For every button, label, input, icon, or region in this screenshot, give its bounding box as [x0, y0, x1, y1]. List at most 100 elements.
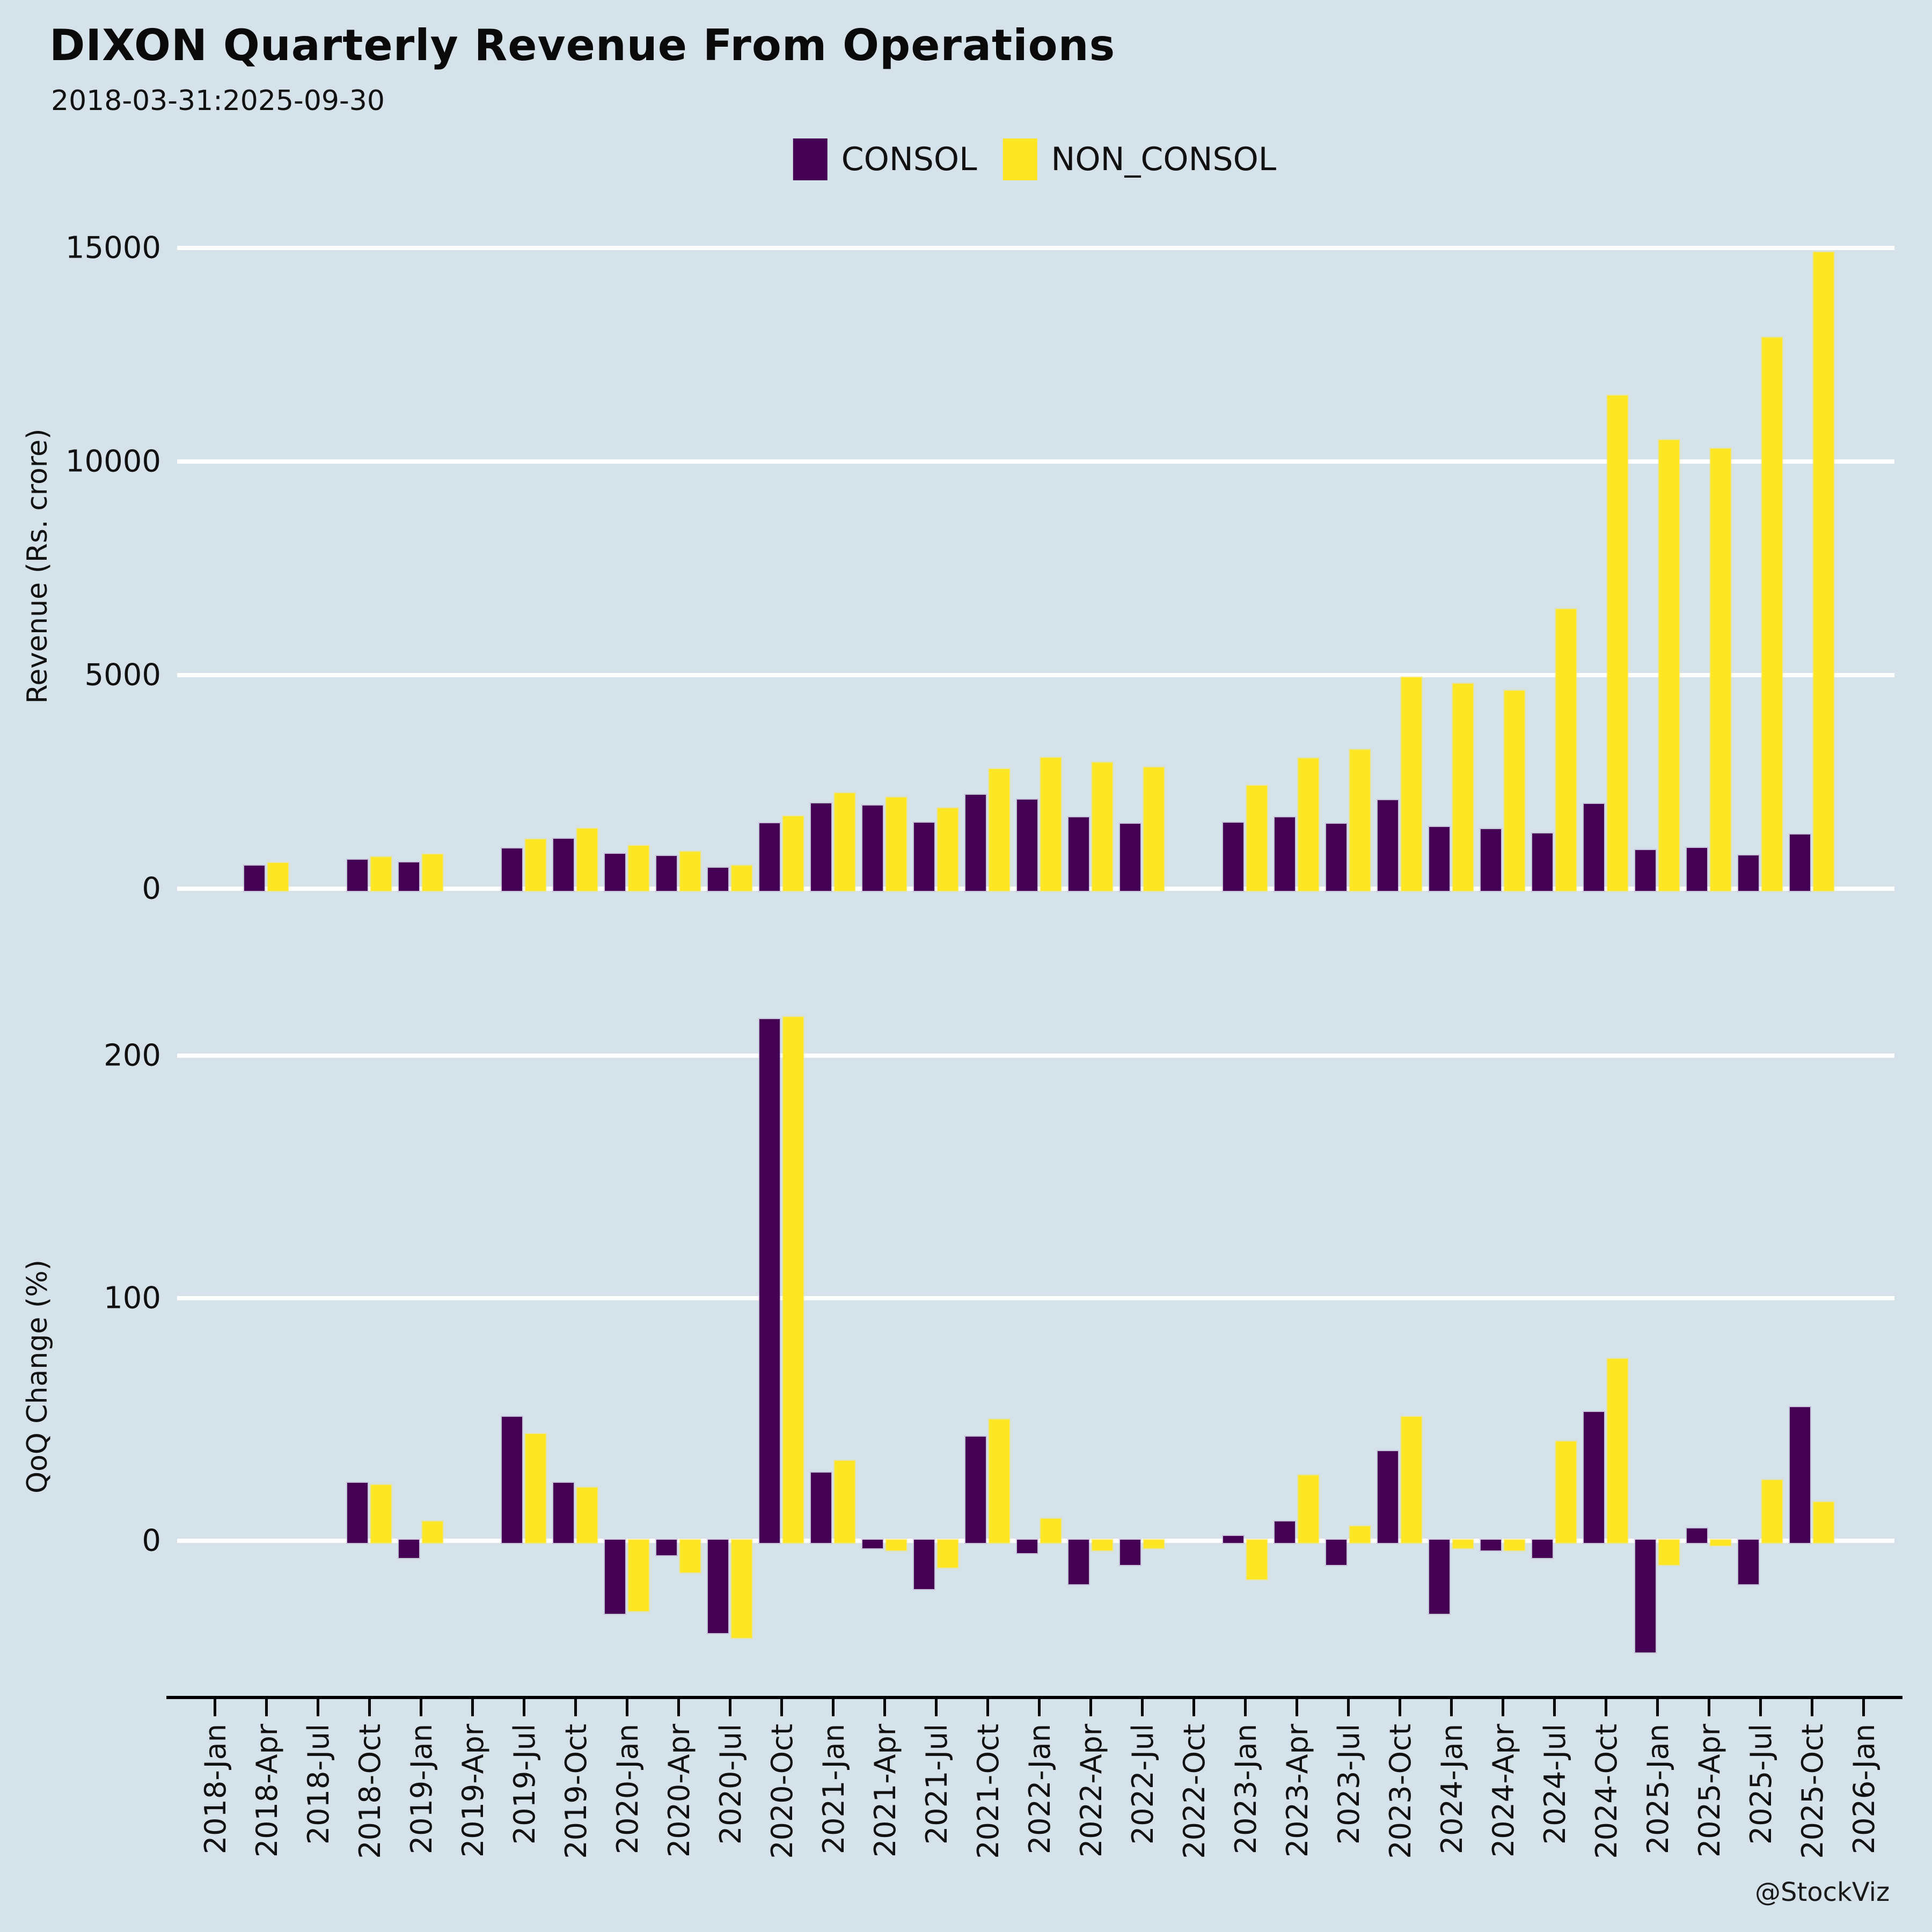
revenue-bar-nonconsol-2022-Jan: [1041, 758, 1061, 891]
revenue-bar-consol-2021-Apr: [862, 805, 883, 891]
revenue-bar-nonconsol-2021-Oct: [989, 769, 1009, 891]
qoq-bar-nonconsol-2019-Jul: [525, 1434, 546, 1543]
revenue-bar-nonconsol-2024-Apr: [1504, 691, 1525, 891]
x-tick-label-text: 2023-Oct: [1384, 1724, 1417, 1859]
revenue-bar-consol-2019-Oct: [553, 838, 574, 891]
qoq-bar-consol-2021-Apr: [862, 1540, 883, 1548]
x-tick-mark-2018-Jan: [214, 1699, 216, 1716]
qoq-bar-nonconsol-2025-Apr: [1710, 1540, 1731, 1546]
revenue-bar-consol-2025-Jan: [1635, 850, 1656, 891]
x-tick-label-text: 2019-Jan: [405, 1724, 438, 1855]
rev-ytick-15000: 15000: [65, 230, 161, 266]
qoq-bar-consol-2021-Jan: [811, 1473, 831, 1543]
x-tick-mark-2024-Jul: [1553, 1699, 1556, 1716]
x-tick-label-text: 2022-Oct: [1177, 1724, 1211, 1859]
legend: CONSOL NON_CONSOL: [793, 138, 1276, 180]
qoq-bar-nonconsol-2024-Apr: [1504, 1540, 1525, 1551]
qoq-bar-nonconsol-2024-Jan: [1453, 1540, 1473, 1548]
revenue-bar-nonconsol-2020-Oct: [783, 816, 803, 891]
revenue-bar-nonconsol-2020-Apr: [680, 851, 700, 891]
rev-ytick-0: 0: [142, 871, 161, 906]
x-tick-label-2026-Jan: 2026-Jan: [1847, 1724, 1932, 1854]
x-tick-label-text: 2020-Jan: [611, 1724, 645, 1855]
qoq-bar-consol-2024-Apr: [1481, 1540, 1501, 1551]
revenue-bar-consol-2020-Oct: [759, 823, 780, 891]
revenue-bar-consol-2020-Jul: [708, 868, 728, 891]
x-tick-label-text: 2018-Oct: [353, 1724, 387, 1859]
x-tick-label-text: 2020-Apr: [662, 1724, 696, 1858]
legend-item-non-consol: NON_CONSOL: [1002, 138, 1276, 180]
qoq-bar-nonconsol-2023-Oct: [1401, 1417, 1422, 1543]
x-tick-label-text: 2019-Apr: [456, 1724, 490, 1858]
revenue-bar-nonconsol-2023-Apr: [1298, 758, 1319, 891]
x-tick-mark-2022-Jan: [1038, 1699, 1041, 1716]
revenue-bar-consol-2020-Jan: [605, 853, 625, 891]
revenue-bar-consol-2022-Jul: [1120, 824, 1140, 891]
qoq-gridline-100: [177, 1296, 1894, 1300]
qoq-bar-consol-2021-Jul: [914, 1540, 934, 1590]
x-tick-mark-2021-Jul: [935, 1699, 938, 1716]
x-tick-mark-2018-Oct: [368, 1699, 371, 1716]
revenue-bar-nonconsol-2024-Oct: [1607, 395, 1628, 891]
qoq-bar-nonconsol-2023-Apr: [1298, 1475, 1319, 1543]
x-tick-label-text: 2024-Oct: [1590, 1724, 1623, 1859]
x-tick-label-text: 2022-Apr: [1074, 1724, 1108, 1858]
rev-gridline-15000: [177, 246, 1894, 250]
x-tick-mark-2022-Jul: [1141, 1699, 1144, 1716]
qoq-bar-nonconsol-2025-Oct: [1813, 1502, 1834, 1543]
x-tick-mark-2018-Apr: [265, 1699, 268, 1716]
x-tick-label-text: 2025-Oct: [1796, 1724, 1829, 1859]
revenue-bar-nonconsol-2020-Jan: [628, 846, 649, 891]
rev-gridline-10000: [177, 459, 1894, 464]
x-tick-mark-2021-Oct: [986, 1699, 989, 1716]
qoq-bar-nonconsol-2022-Apr: [1092, 1540, 1113, 1551]
x-tick-mark-2025-Oct: [1811, 1699, 1813, 1716]
qoq-bar-consol-2025-Oct: [1790, 1407, 1810, 1543]
x-tick-label-text: 2026-Jan: [1847, 1724, 1881, 1855]
revenue-bar-nonconsol-2022-Apr: [1092, 763, 1113, 891]
qoq-bar-consol-2020-Oct: [759, 1019, 780, 1543]
x-tick-mark-2019-Jul: [523, 1699, 525, 1716]
revenue-bar-nonconsol-2024-Jan: [1453, 683, 1473, 891]
x-tick-label-text: 2025-Apr: [1693, 1724, 1726, 1858]
qoq-bar-consol-2022-Jul: [1120, 1540, 1140, 1565]
revenue-bar-consol-2020-Apr: [656, 855, 677, 891]
revenue-bar-nonconsol-2022-Jul: [1144, 767, 1164, 891]
revenue-bar-consol-2024-Jul: [1532, 833, 1553, 891]
revenue-bar-nonconsol-2019-Jan: [422, 854, 443, 891]
qoq-bar-nonconsol-2021-Oct: [989, 1419, 1009, 1543]
x-tick-mark-2024-Apr: [1502, 1699, 1504, 1716]
x-tick-label-text: 2020-Oct: [765, 1724, 799, 1859]
qoq-bar-consol-2025-Jan: [1635, 1540, 1656, 1652]
revenue-bar-consol-2023-Oct: [1378, 800, 1398, 891]
qoq-ytick-0: 0: [142, 1523, 161, 1558]
revenue-bar-consol-2021-Jul: [914, 822, 934, 891]
qoq-bar-consol-2024-Jan: [1429, 1540, 1450, 1614]
revenue-bar-consol-2021-Jan: [811, 803, 831, 891]
page-title: DIXON Quarterly Revenue From Operations: [49, 20, 1116, 70]
qoq-gridline-200: [177, 1053, 1894, 1058]
qoq-bar-nonconsol-2023-Jul: [1350, 1526, 1370, 1543]
x-tick-label-text: 2022-Jul: [1126, 1724, 1160, 1845]
qoq-bar-nonconsol-2024-Jul: [1556, 1441, 1576, 1543]
consol-swatch-icon: [793, 138, 828, 180]
revenue-bar-consol-2025-Jul: [1738, 855, 1759, 891]
x-tick-mark-2023-Oct: [1399, 1699, 1401, 1716]
footer-credit: @StockViz: [1755, 1877, 1890, 1907]
revenue-bar-nonconsol-2018-Apr: [268, 863, 288, 891]
x-tick-mark-2022-Apr: [1089, 1699, 1092, 1716]
x-tick-label-text: 2019-Oct: [559, 1724, 593, 1859]
x-tick-label-text: 2023-Apr: [1280, 1724, 1314, 1858]
x-tick-mark-2020-Jul: [729, 1699, 731, 1716]
qoq-bar-nonconsol-2020-Jul: [731, 1540, 752, 1638]
x-tick-label-text: 2025-Jan: [1641, 1724, 1675, 1855]
x-tick-label-text: 2025-Jul: [1744, 1724, 1778, 1845]
revenue-bar-consol-2023-Jan: [1223, 823, 1243, 891]
x-tick-label-text: 2022-Jan: [1023, 1724, 1057, 1855]
revenue-bar-nonconsol-2021-Jul: [938, 808, 958, 891]
x-tick-label-text: 2018-Apr: [250, 1724, 284, 1858]
revenue-bar-consol-2018-Apr: [244, 866, 265, 891]
qoq-bar-nonconsol-2018-Oct: [371, 1485, 391, 1543]
x-tick-mark-2021-Jan: [832, 1699, 835, 1716]
